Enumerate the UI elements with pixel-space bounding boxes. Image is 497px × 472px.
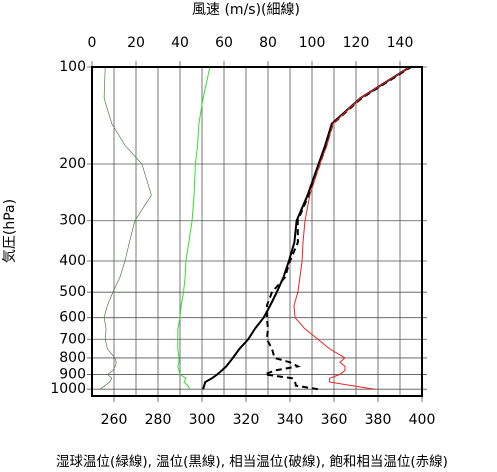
chart-title: 風速 (m/s)(細線) xyxy=(192,2,300,18)
x2-tick-label: 80 xyxy=(259,35,277,51)
series-line xyxy=(293,66,411,390)
x2-tick-label: 140 xyxy=(387,35,414,51)
x2-tick-label: 20 xyxy=(127,35,145,51)
y-tick-label: 200 xyxy=(59,156,86,172)
x-tick-label: 300 xyxy=(189,412,216,428)
x2-tick-label: 100 xyxy=(299,35,326,51)
caption: 湿球温位(緑線), 温位(黒線), 相当温位(破線), 飽和相当温位(赤線) xyxy=(56,454,448,470)
x2-tick-label: 60 xyxy=(215,35,233,51)
y-tick-label: 900 xyxy=(59,366,86,382)
x-tick-label: 400 xyxy=(409,412,436,428)
x-tick-label: 380 xyxy=(365,412,392,428)
x-tick-label: 260 xyxy=(101,412,128,428)
y-axis-title: 気圧(hPa) xyxy=(2,199,18,263)
y-tick-label: 500 xyxy=(59,284,86,300)
series-line xyxy=(202,66,411,390)
x-tick-label: 280 xyxy=(145,412,172,428)
x-tick-label: 320 xyxy=(233,412,260,428)
y-tick-label: 700 xyxy=(59,331,86,347)
y-tick-label: 1000 xyxy=(50,381,86,397)
series-line xyxy=(177,66,211,390)
series-line xyxy=(261,66,412,391)
x2-tick-label: 40 xyxy=(171,35,189,51)
x-tick-label: 360 xyxy=(321,412,348,428)
series-line xyxy=(99,66,152,390)
x-tick-label: 340 xyxy=(277,412,304,428)
plot-frame xyxy=(91,66,423,397)
y-tick-label: 400 xyxy=(59,253,86,269)
y-tick-label: 100 xyxy=(59,59,86,75)
x2-tick-label: 120 xyxy=(343,35,370,51)
y-tick-label: 600 xyxy=(59,310,86,326)
x2-tick-label: 0 xyxy=(88,35,97,51)
y-tick-label: 800 xyxy=(59,350,86,366)
y-tick-label: 300 xyxy=(59,213,86,229)
